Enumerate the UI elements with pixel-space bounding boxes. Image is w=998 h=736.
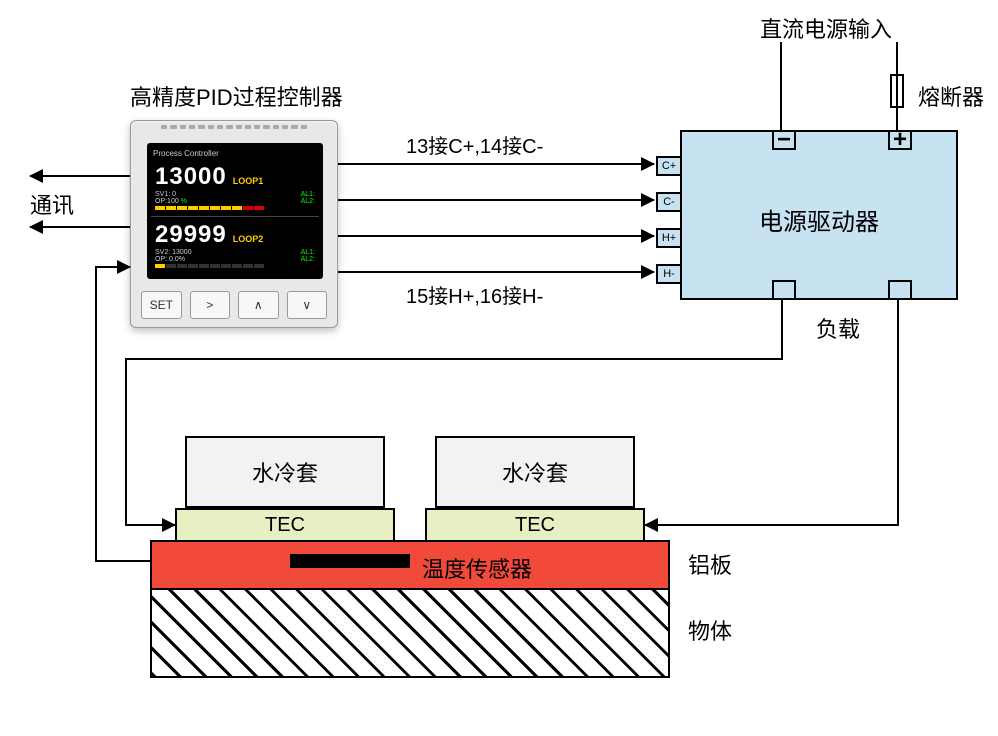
- tec-1: TEC: [175, 508, 395, 542]
- water-jacket-2: 水冷套: [435, 436, 635, 508]
- term-cplus: C+: [656, 156, 682, 176]
- wire-bottom-label: 15接H+,16接H-: [406, 280, 543, 309]
- dc-neg-line: [780, 42, 782, 130]
- load-right-v: [897, 300, 899, 526]
- down-button[interactable]: ∨: [287, 291, 328, 319]
- pid-controller: Process Controller 13000 LOOP1 SV1: 0 AL1…: [130, 120, 338, 328]
- loop1-value: 13000: [155, 163, 227, 191]
- vent-slots: [161, 125, 307, 133]
- wire-hplus: [338, 235, 654, 237]
- fuse-icon: [890, 74, 904, 108]
- term-hplus: H+: [656, 228, 682, 248]
- object-label: 物体: [688, 614, 732, 646]
- term-load-left: [772, 280, 796, 300]
- load-left-v: [781, 300, 783, 360]
- water-jacket-1: 水冷套: [185, 436, 385, 508]
- load-left-v2: [125, 358, 127, 526]
- term-neg: −: [772, 130, 796, 150]
- aluminum-plate: [150, 540, 670, 590]
- fuse-label: 熔断器: [918, 80, 984, 112]
- set-button[interactable]: SET: [141, 291, 182, 319]
- power-driver: 电源驱动器 C+ C- H+ H- − +: [680, 130, 958, 300]
- wire-cminus: [338, 199, 654, 201]
- loop2-bar: [155, 264, 315, 268]
- loop1-bar: [155, 206, 315, 210]
- loop2: 29999 LOOP2 SV2: 13000 AL1: OP: 0.0% AL2:: [151, 219, 319, 272]
- sensor-line-v: [95, 266, 97, 562]
- loop2-sv: SV2: 13000: [155, 249, 192, 256]
- loop2-tag: LOOP2: [233, 234, 264, 244]
- sensor-line-arrow: [95, 266, 130, 268]
- loop2-op: OP: 0.0%: [155, 256, 185, 263]
- al-plate-label: 铝板: [688, 548, 732, 580]
- controller-screen: Process Controller 13000 LOOP1 SV1: 0 AL1…: [147, 143, 323, 279]
- pc-label: Process Controller: [153, 149, 319, 158]
- wire-cplus: [338, 163, 654, 165]
- driver-label: 电源驱动器: [682, 202, 956, 237]
- load-right-arrow: [645, 524, 899, 526]
- loop1: 13000 LOOP1 SV1: 0 AL1: OP:100 % AL2:: [151, 161, 319, 214]
- comm-arrow-2: [30, 226, 130, 228]
- temp-sensor-bar: [290, 554, 410, 568]
- tec-2: TEC: [425, 508, 645, 542]
- load-label: 负载: [816, 312, 860, 344]
- loop2-al1: AL1:: [301, 249, 315, 256]
- term-cminus: C-: [656, 192, 682, 212]
- up-button[interactable]: ∧: [238, 291, 279, 319]
- right-button[interactable]: >: [190, 291, 231, 319]
- temp-sensor-label: 温度传感器: [422, 552, 532, 584]
- loop2-al2: AL2:: [301, 256, 315, 263]
- controller-buttons: SET > ∧ ∨: [141, 291, 327, 319]
- loop1-tag: LOOP1: [233, 176, 264, 186]
- comm-arrow-1: [30, 175, 130, 177]
- term-hminus: H-: [656, 264, 682, 284]
- loop1-al2: AL2:: [301, 198, 315, 205]
- object-block: [150, 588, 670, 678]
- loop1-sv: SV1: 0: [155, 191, 176, 198]
- wire-top-label: 13接C+,14接C-: [406, 130, 543, 159]
- dc-power-input-label: 直流电源输入: [760, 12, 892, 44]
- term-pos: +: [888, 130, 912, 150]
- loop1-op: OP:100 %: [155, 198, 187, 205]
- loop1-al1: AL1:: [301, 191, 315, 198]
- term-load-right: [888, 280, 912, 300]
- controller-title: 高精度PID过程控制器: [130, 80, 343, 112]
- load-left-h: [125, 358, 783, 360]
- wire-hminus: [338, 271, 654, 273]
- loop2-value: 29999: [155, 221, 227, 249]
- comm-label: 通讯: [30, 188, 74, 220]
- load-left-arrow: [125, 524, 175, 526]
